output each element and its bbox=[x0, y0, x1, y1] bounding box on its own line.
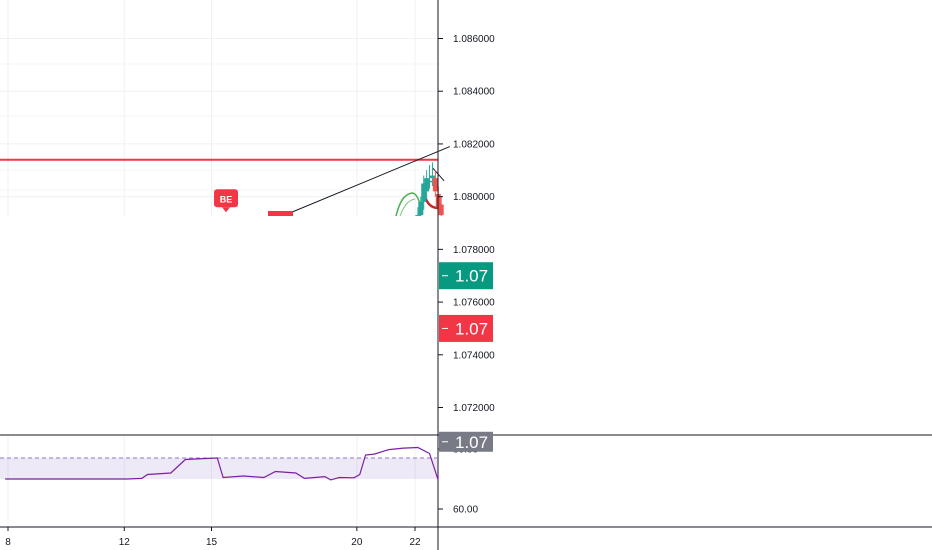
candle-body bbox=[418, 201, 424, 216]
candle-body bbox=[429, 175, 435, 179]
moving-average-line bbox=[395, 192, 422, 217]
sell-marker-label: BE bbox=[220, 194, 233, 204]
candle-body bbox=[415, 215, 421, 217]
price-tick-label: 1.082000 bbox=[453, 139, 495, 150]
trendline[interactable] bbox=[278, 146, 451, 219]
time-axis[interactable]: 8 12 15 20 22 bbox=[5, 527, 421, 548]
oscillator-line bbox=[5, 446, 439, 481]
price-tick-label: 1.080000 bbox=[453, 192, 495, 203]
oscillator-tick-label: 60.00 bbox=[453, 505, 478, 516]
position-block bbox=[268, 211, 293, 216]
price-badge-label: 1.07 bbox=[455, 433, 488, 452]
candle-body bbox=[424, 178, 430, 192]
candle-body bbox=[427, 180, 433, 183]
time-tick-label: 8 bbox=[5, 537, 11, 548]
price-tick-label: 1.074000 bbox=[453, 350, 495, 361]
price-badges: 1.07 1.07 1.07 bbox=[439, 262, 493, 452]
sell-marker-badge[interactable] bbox=[214, 189, 239, 208]
price-tick-label: 1.072000 bbox=[453, 403, 495, 414]
candle-body bbox=[421, 183, 427, 202]
oscillator-band bbox=[0, 458, 438, 479]
price-badge-label: 1.07 bbox=[455, 267, 488, 286]
candle-body bbox=[438, 204, 444, 216]
time-tick-label: 20 bbox=[351, 537, 363, 548]
chart-blank-area bbox=[0, 216, 437, 434]
time-tick-label: 22 bbox=[409, 537, 421, 548]
price-badge[interactable] bbox=[439, 431, 493, 452]
price-tick-label: 1.076000 bbox=[453, 298, 495, 309]
grid-lines bbox=[0, 0, 438, 527]
time-tick-label: 15 bbox=[206, 537, 218, 548]
sell-marker-pointer bbox=[222, 207, 231, 213]
price-axis[interactable]: 1.086000 1.084000 1.082000 1.080000 1.078000… bbox=[437, 0, 495, 550]
candle-body bbox=[432, 178, 438, 192]
price-badge-label: 1.07 bbox=[455, 319, 488, 338]
moving-average-line bbox=[399, 198, 416, 217]
price-plot: BE bbox=[0, 146, 451, 219]
time-tick-label: 12 bbox=[119, 537, 131, 548]
price-tick-label: 1.078000 bbox=[453, 245, 495, 256]
price-tick-label: 1.086000 bbox=[453, 34, 495, 45]
price-tick-label: 1.084000 bbox=[453, 87, 495, 98]
